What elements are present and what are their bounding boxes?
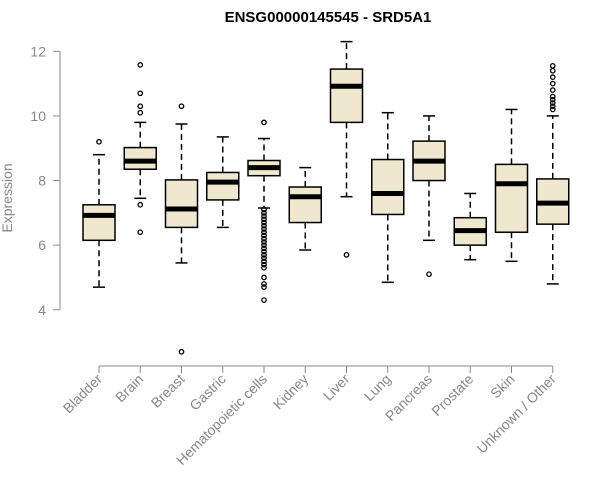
iqr-box	[164, 179, 199, 229]
outlier-point	[549, 100, 556, 106]
chart-title: ENSG00000145545 - SRD5A1	[225, 9, 432, 26]
outlier-point	[137, 103, 144, 110]
y-tick-label: 4	[38, 302, 46, 318]
box-brain	[123, 62, 157, 236]
outlier-point	[261, 274, 267, 281]
outlier-point	[261, 206, 267, 213]
outlier-point	[261, 251, 267, 258]
outlier-point	[261, 261, 267, 268]
iqr-box	[329, 68, 364, 124]
outlier-point	[178, 348, 185, 355]
x-tick-label: Breast	[148, 371, 188, 411]
outlier-point	[549, 87, 556, 93]
outlier-point	[137, 229, 144, 236]
outlier-point	[549, 62, 556, 69]
y-axis: 4 6 8 10 12	[30, 43, 61, 318]
box-skin	[494, 108, 529, 263]
outlier-point	[261, 242, 267, 249]
y-axis-label: Expression	[0, 163, 15, 232]
outlier-point	[549, 106, 556, 113]
outlier-point	[137, 201, 144, 208]
outlier-point	[261, 258, 267, 265]
x-tick-label: Liver	[320, 371, 353, 404]
outlier-point	[261, 219, 267, 226]
outlier-point	[137, 109, 144, 116]
x-tick-label: Bladder	[60, 371, 106, 417]
x-tick-label: Prostate	[428, 371, 476, 419]
outlier-point	[261, 235, 267, 242]
outlier-point	[549, 96, 556, 103]
x-tick-label: Kidney	[270, 371, 312, 413]
outlier-point	[96, 138, 102, 145]
outlier-point	[549, 80, 556, 87]
iqr-box	[123, 146, 157, 170]
box-kidney	[288, 166, 322, 251]
y-tick-label: 8	[38, 173, 46, 189]
box-lung	[371, 111, 405, 284]
outlier-point	[261, 216, 267, 223]
outlier-point	[261, 226, 267, 232]
y-tick-label: 6	[38, 237, 46, 253]
x-tick-label: Lung	[361, 371, 394, 404]
outlier-point	[261, 209, 267, 216]
outlier-point	[261, 222, 267, 229]
outlier-point	[137, 90, 144, 97]
box-bladder	[82, 138, 116, 288]
iqr-box	[206, 171, 240, 201]
x-tick-label: Skin	[487, 371, 518, 402]
y-tick-label: 10	[30, 108, 46, 124]
outlier-point	[261, 281, 267, 287]
box-unknown-other	[536, 62, 570, 285]
outlier-point	[261, 248, 267, 255]
outlier-point	[261, 213, 267, 219]
box-breast	[164, 103, 199, 355]
x-tick-label: Brain	[112, 371, 146, 405]
outlier-point	[261, 239, 267, 245]
box-pancreas	[412, 115, 446, 278]
box-gastric	[206, 136, 240, 229]
y-tick-label: 12	[30, 43, 46, 59]
boxes-group	[82, 40, 570, 355]
outlier-point	[261, 245, 267, 252]
box-liver	[329, 40, 364, 258]
iqr-box	[288, 186, 322, 224]
outlier-point	[137, 62, 144, 68]
outlier-point	[261, 232, 267, 239]
iqr-box	[494, 163, 529, 233]
outlier-point	[343, 251, 350, 258]
iqr-box	[371, 158, 405, 216]
outlier-point	[178, 103, 185, 110]
outlier-point	[261, 284, 267, 291]
outlier-point	[261, 297, 267, 303]
outlier-point	[426, 271, 432, 278]
box-hematopoietic-cells	[247, 119, 281, 303]
outlier-point	[549, 103, 556, 110]
outlier-point	[549, 67, 556, 74]
outlier-point	[549, 93, 556, 100]
outlier-point	[261, 255, 267, 261]
outlier-point	[261, 264, 267, 271]
outlier-point	[261, 229, 267, 236]
outlier-point	[261, 119, 267, 126]
iqr-box	[82, 204, 116, 242]
outlier-point	[549, 74, 556, 81]
box-prostate	[453, 192, 487, 261]
